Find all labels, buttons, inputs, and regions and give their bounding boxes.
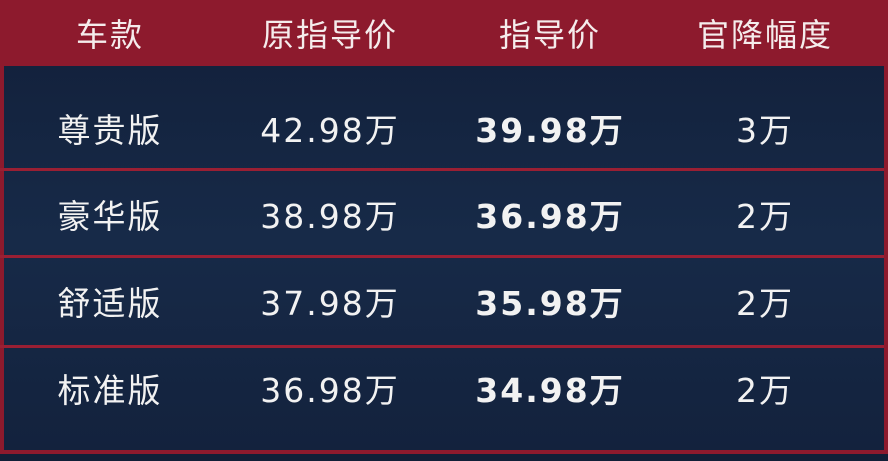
row-divider: [0, 345, 884, 348]
table-cell: 37.98万: [260, 284, 400, 323]
table-cell: 36.98万: [475, 196, 625, 236]
table-row: 豪华版 38.98万 36.98万 2万: [0, 171, 888, 256]
table-cell: 42.98万: [260, 111, 400, 150]
header-cell: 指导价: [498, 16, 601, 54]
header-cell: 官降幅度: [696, 16, 833, 54]
table-cell: 2万: [736, 196, 794, 236]
table-cell: 36.98万: [260, 371, 400, 410]
table-row: 标准版 36.98万 34.98万 2万: [0, 348, 888, 428]
table-cell: 3万: [736, 111, 794, 150]
header-cell: 车款: [75, 16, 144, 54]
table-body-frame: [0, 66, 888, 454]
table-header-bg: [0, 0, 888, 66]
table-cell: 舒适版: [57, 284, 163, 323]
table-cell: 35.98万: [475, 284, 625, 323]
row-divider: [0, 255, 884, 258]
row-divider: [0, 168, 884, 171]
header-cell: 原指导价: [261, 16, 398, 54]
table-cell: 豪华版: [57, 196, 163, 236]
table-cell: 34.98万: [475, 371, 625, 410]
table-row: 尊贵版 42.98万 39.98万 3万: [0, 80, 888, 176]
table-cell: 尊贵版: [57, 111, 163, 150]
table-cell: 标准版: [57, 371, 163, 410]
table-row: 舒适版 37.98万 35.98万 2万: [0, 258, 888, 344]
table-cell: 2万: [736, 284, 794, 323]
table-cell: 39.98万: [475, 111, 625, 150]
table-cell: 38.98万: [260, 196, 400, 236]
table-cell: 2万: [736, 371, 794, 410]
table-header-row: 车款 原指导价 指导价 官降幅度: [0, 0, 888, 66]
